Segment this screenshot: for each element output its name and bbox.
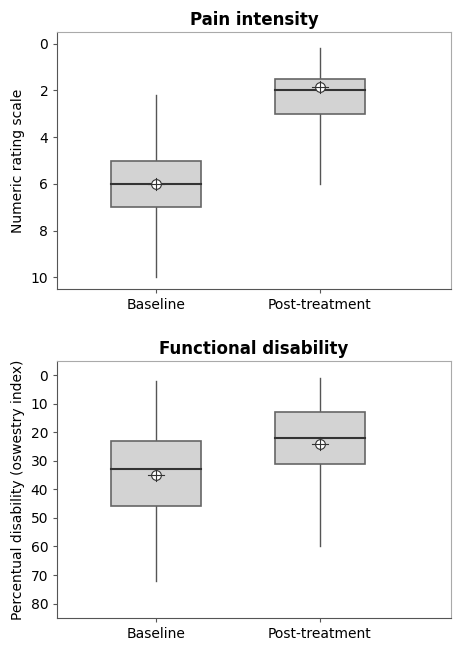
Y-axis label: Numeric rating scale: Numeric rating scale (11, 89, 25, 233)
Title: Functional disability: Functional disability (159, 340, 349, 358)
Bar (274, 79, 365, 114)
Bar (274, 412, 365, 464)
Bar (110, 160, 201, 207)
Title: Pain intensity: Pain intensity (190, 11, 318, 29)
Y-axis label: Percentual disability (oswestry index): Percentual disability (oswestry index) (11, 359, 25, 619)
Bar (110, 441, 201, 507)
